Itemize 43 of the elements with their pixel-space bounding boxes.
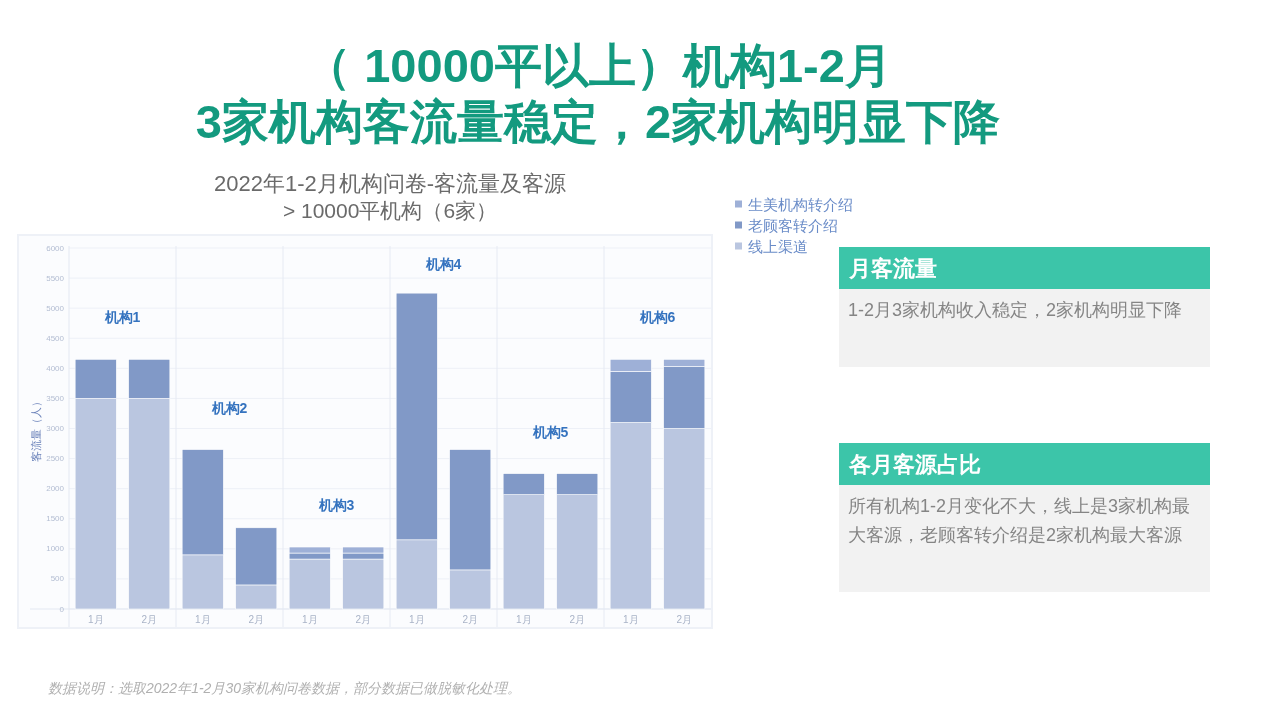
annotation: 机构4 xyxy=(424,256,462,272)
legend-label: 线上渠道 xyxy=(748,237,808,255)
y-tick-label: 5000 xyxy=(46,303,65,313)
y-tick-label: 3500 xyxy=(46,393,65,403)
y-tick-label: 1500 xyxy=(46,514,65,524)
x-tick-label: 1月 xyxy=(515,613,532,625)
bar xyxy=(288,558,331,610)
x-tick-label: 2月 xyxy=(462,613,479,625)
text: 所有机构1-2月变化不大，线上是3家机构最大客源，老顾客转介绍是2家机构最大客源 xyxy=(848,496,1191,545)
y-tick-label: 2000 xyxy=(46,484,65,494)
text: 各月客源占比 xyxy=(848,451,981,477)
y-tick-label: 1000 xyxy=(46,544,65,554)
y-tick-label: 2500 xyxy=(46,454,65,464)
y-axis-title: 客流量（人） xyxy=(30,395,42,462)
y-tick-label: 4500 xyxy=(46,333,65,343)
x-tick-label: 2月 xyxy=(141,613,158,625)
x-tick-label: 1月 xyxy=(408,613,425,625)
annotation: 机构5 xyxy=(531,423,569,440)
annotation: 机构6 xyxy=(638,309,676,326)
text: 数据说明：选取2022年1-2月30家机构问卷数据，部分数据已做脱敏化处理。 xyxy=(48,680,521,696)
chart-title: 2022年1-2月机构问卷-客流量及客源 xyxy=(213,170,567,196)
annotation: 机构1 xyxy=(103,309,141,326)
x-tick-label: 1月 xyxy=(622,613,639,625)
text: 1-2月3家机构收入稳定，2家机构明显下降 xyxy=(848,300,1183,320)
annotation: 机构3 xyxy=(317,497,355,514)
bar xyxy=(342,558,385,610)
y-tick-label: 500 xyxy=(50,574,65,584)
x-tick-label: 2月 xyxy=(676,613,693,625)
x-tick-label: 2月 xyxy=(569,613,586,625)
x-tick-label: 1月 xyxy=(301,613,318,625)
annotation: 机构2 xyxy=(210,399,248,416)
legend-label: 生美机构转介绍 xyxy=(748,195,853,213)
x-tick-label: 1月 xyxy=(87,613,104,625)
y-tick-label: 3000 xyxy=(46,424,65,433)
text: 月客流量 xyxy=(848,255,937,281)
y-tick-label: 5500 xyxy=(46,273,65,283)
x-tick-label: 2月 xyxy=(355,613,372,625)
y-tick-label: 4000 xyxy=(46,363,65,373)
x-tick-label: 2月 xyxy=(248,613,265,625)
text: （ 10000平以上）机构1-2月 3家机构客流量稳定，2家机构明显下降 xyxy=(195,38,1001,148)
chart-subtitle: > 10000平机构（6家） xyxy=(282,198,498,222)
legend-label: 老顾客转介绍 xyxy=(748,216,838,234)
x-tick-label: 1月 xyxy=(194,613,211,625)
